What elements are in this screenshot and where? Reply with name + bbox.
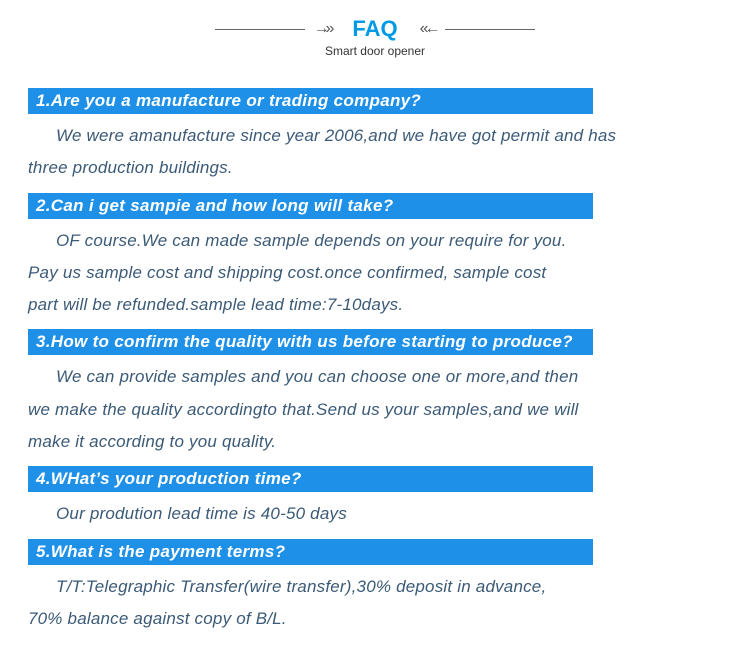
page-title: FAQ	[338, 16, 411, 42]
answer-line: OF course.We can made sample depends on …	[28, 225, 722, 257]
faq-answer-1: We were amanufacture since year 2006,and…	[28, 114, 722, 193]
answer-line: Our prodution lead time is 40-50 days	[28, 498, 722, 530]
faq-question-5: 5.What is the payment terms?	[28, 539, 593, 565]
faq-header: →» FAQ «← Smart door opener	[0, 0, 750, 68]
answer-line: Pay us sample cost and shipping cost.onc…	[28, 257, 722, 289]
answer-line: 70% balance against copy of B/L.	[28, 603, 722, 635]
faq-answer-5: T/T:Telegraphic Transfer(wire transfer),…	[28, 565, 722, 644]
faq-question-4: 4.WHat’s your production time?	[28, 466, 593, 492]
answer-line: We were amanufacture since year 2006,and…	[28, 120, 722, 152]
faq-answer-3: We can provide samples and you can choos…	[28, 355, 722, 466]
answer-line: We can provide samples and you can choos…	[28, 361, 722, 393]
divider-left	[215, 29, 305, 30]
arrow-right-icon: →»	[313, 20, 330, 38]
faq-answer-4: Our prodution lead time is 40-50 days	[28, 492, 722, 538]
faq-question-3: 3.How to confirm the quality with us bef…	[28, 329, 593, 355]
page-subtitle: Smart door opener	[0, 44, 750, 58]
divider-right	[445, 29, 535, 30]
faq-content: 1.Are you a manufacture or trading compa…	[0, 68, 750, 643]
answer-line: part will be refunded.sample lead time:7…	[28, 289, 722, 321]
arrow-left-icon: «←	[420, 20, 437, 38]
faq-question-2: 2.Can i get sampie and how long will tak…	[28, 193, 593, 219]
faq-question-1: 1.Are you a manufacture or trading compa…	[28, 88, 593, 114]
answer-line: we make the quality accordingto that.Sen…	[28, 394, 722, 426]
faq-header-row: →» FAQ «←	[0, 16, 750, 42]
faq-answer-2: OF course.We can made sample depends on …	[28, 219, 722, 330]
answer-line: three production buildings.	[28, 152, 722, 184]
answer-line: make it according to you quality.	[28, 426, 722, 458]
answer-line: T/T:Telegraphic Transfer(wire transfer),…	[28, 571, 722, 603]
